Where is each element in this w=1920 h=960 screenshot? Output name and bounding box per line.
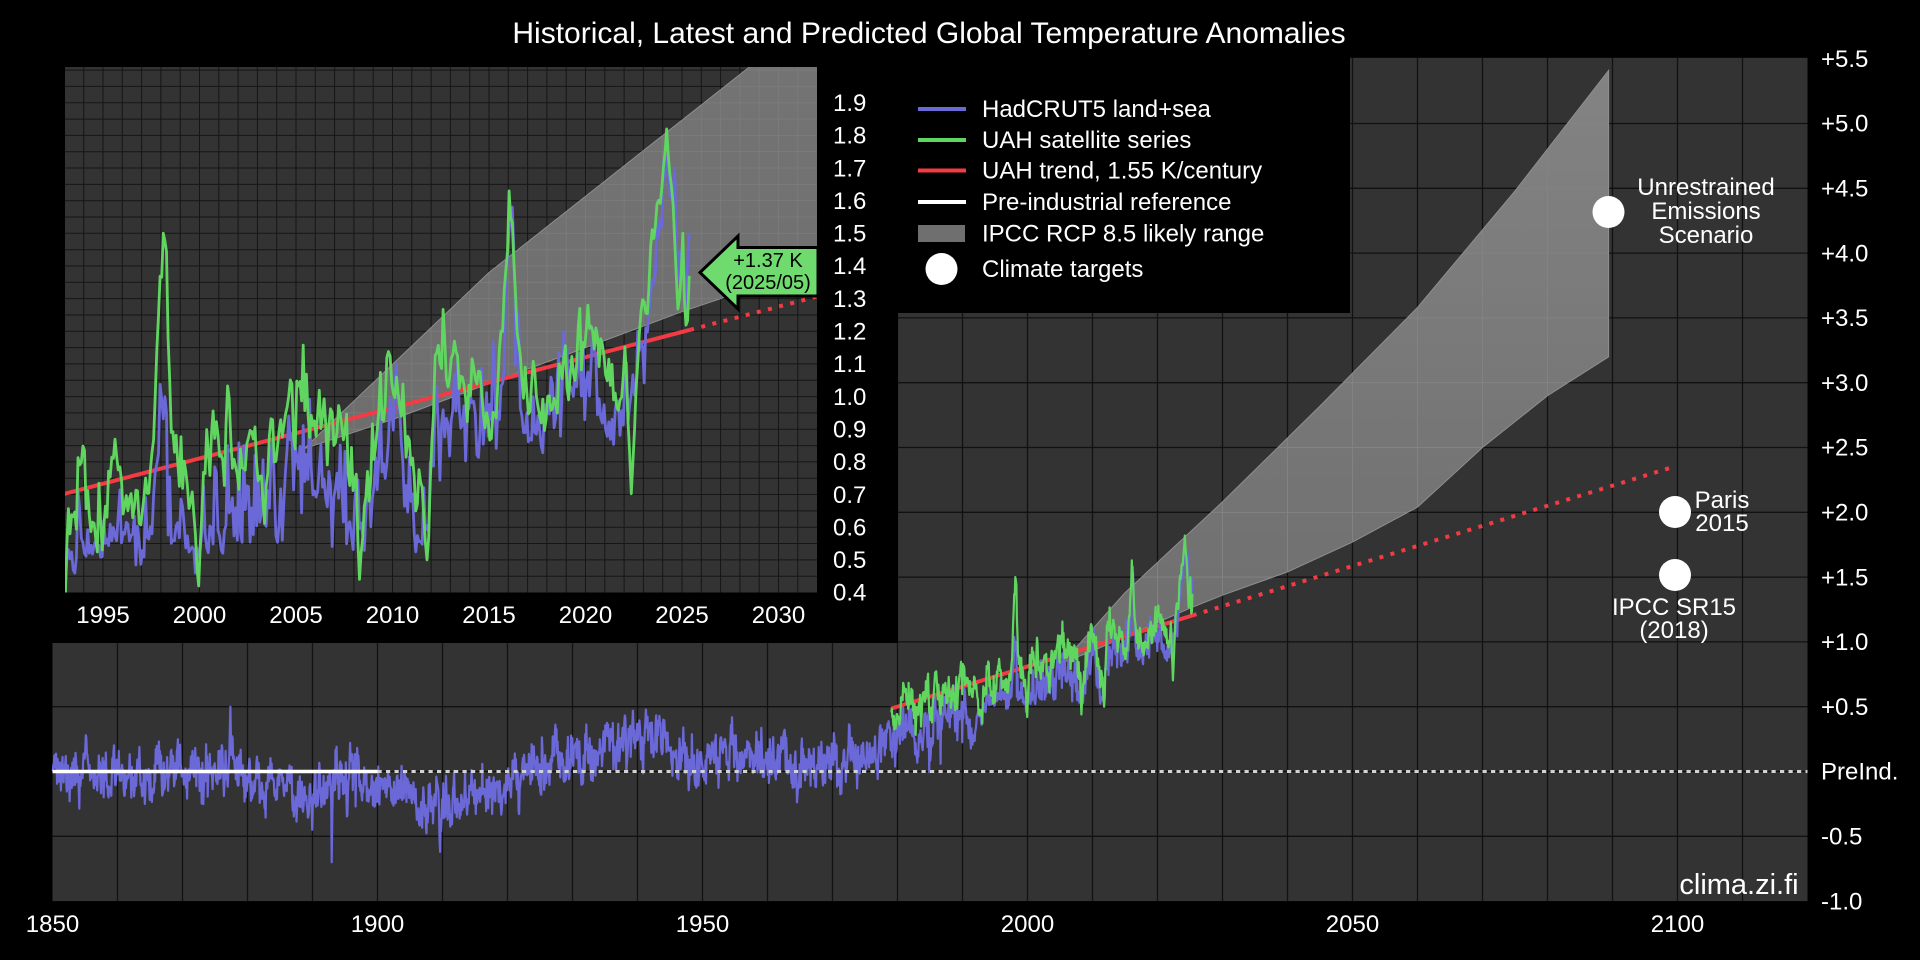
svg-text:1.2: 1.2 — [833, 319, 866, 346]
svg-text:1.5: 1.5 — [833, 221, 866, 248]
svg-text:+2.5: +2.5 — [1821, 435, 1868, 462]
svg-text:0.5: 0.5 — [833, 547, 866, 574]
svg-text:0.6: 0.6 — [833, 514, 866, 541]
svg-text:Paris: Paris — [1695, 487, 1750, 514]
svg-text:UAH satellite series: UAH satellite series — [982, 127, 1191, 154]
svg-text:+2.0: +2.0 — [1821, 500, 1868, 527]
svg-text:2015: 2015 — [1695, 510, 1748, 537]
svg-text:+3.0: +3.0 — [1821, 370, 1868, 397]
svg-text:2000: 2000 — [173, 602, 226, 629]
svg-text:(2025/05): (2025/05) — [725, 272, 811, 294]
svg-text:PreInd.: PreInd. — [1821, 759, 1898, 786]
svg-text:1900: 1900 — [351, 911, 404, 938]
svg-text:2025: 2025 — [655, 602, 708, 629]
svg-text:HadCRUT5 land+sea: HadCRUT5 land+sea — [982, 96, 1211, 123]
svg-text:2030: 2030 — [752, 602, 805, 629]
svg-text:+3.5: +3.5 — [1821, 305, 1868, 332]
svg-text:2050: 2050 — [1326, 911, 1379, 938]
svg-text:1.0: 1.0 — [833, 384, 866, 411]
svg-text:+1.37 K: +1.37 K — [733, 250, 803, 272]
svg-text:1850: 1850 — [26, 911, 79, 938]
svg-text:2005: 2005 — [269, 602, 322, 629]
svg-text:0.9: 0.9 — [833, 416, 866, 443]
svg-text:Scenario: Scenario — [1659, 222, 1754, 249]
svg-text:1.7: 1.7 — [833, 155, 866, 182]
svg-text:0.8: 0.8 — [833, 449, 866, 476]
svg-text:-0.5: -0.5 — [1821, 824, 1862, 851]
svg-text:clima.zi.fi: clima.zi.fi — [1679, 869, 1798, 901]
svg-text:+1.0: +1.0 — [1821, 629, 1868, 656]
svg-text:1.1: 1.1 — [833, 351, 866, 378]
svg-text:IPCC SR15: IPCC SR15 — [1612, 594, 1736, 621]
svg-text:0.7: 0.7 — [833, 482, 866, 509]
svg-text:IPCC RCP 8.5 likely range: IPCC RCP 8.5 likely range — [982, 221, 1264, 248]
svg-text:1.8: 1.8 — [833, 123, 866, 150]
svg-text:1.6: 1.6 — [833, 188, 866, 215]
svg-text:2010: 2010 — [366, 602, 419, 629]
svg-text:0.4: 0.4 — [833, 580, 866, 607]
svg-text:Emissions: Emissions — [1651, 198, 1760, 225]
svg-text:2100: 2100 — [1651, 911, 1704, 938]
svg-text:+5.5: +5.5 — [1821, 46, 1868, 73]
svg-text:(2018): (2018) — [1639, 617, 1708, 644]
svg-text:+0.5: +0.5 — [1821, 694, 1868, 721]
svg-text:1950: 1950 — [676, 911, 729, 938]
svg-text:Pre-industrial reference: Pre-industrial reference — [982, 189, 1231, 216]
svg-text:2015: 2015 — [462, 602, 515, 629]
svg-text:1.3: 1.3 — [833, 286, 866, 313]
svg-text:1995: 1995 — [76, 602, 129, 629]
svg-text:2020: 2020 — [559, 602, 612, 629]
svg-text:UAH trend, 1.55 K/century: UAH trend, 1.55 K/century — [982, 158, 1262, 185]
svg-text:Unrestrained: Unrestrained — [1637, 174, 1774, 201]
svg-text:+1.5: +1.5 — [1821, 564, 1868, 591]
svg-text:Historical, Latest and Predict: Historical, Latest and Predicted Global … — [512, 17, 1345, 50]
svg-text:1.4: 1.4 — [833, 253, 866, 280]
svg-text:-1.0: -1.0 — [1821, 888, 1862, 915]
svg-text:+4.5: +4.5 — [1821, 176, 1868, 203]
svg-text:1.9: 1.9 — [833, 90, 866, 117]
svg-text:Climate targets: Climate targets — [982, 256, 1143, 283]
svg-text:+5.0: +5.0 — [1821, 111, 1868, 138]
svg-text:+4.0: +4.0 — [1821, 240, 1868, 267]
svg-text:2000: 2000 — [1001, 911, 1054, 938]
